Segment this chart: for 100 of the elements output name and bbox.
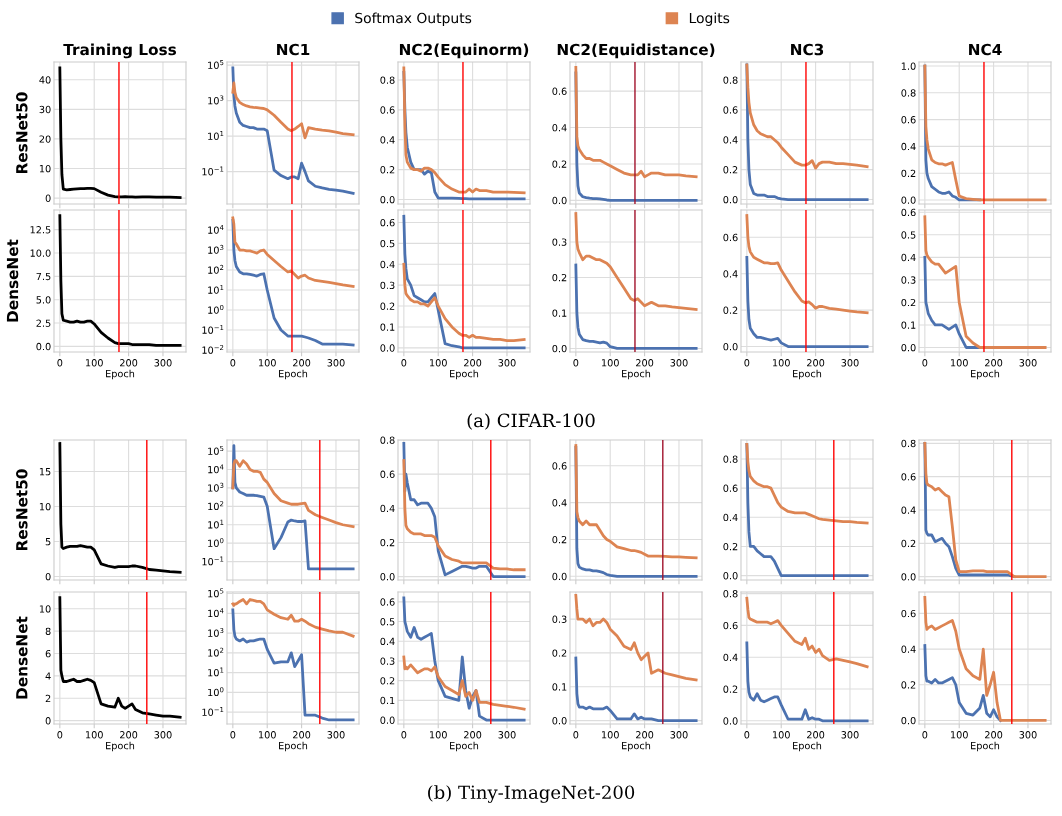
y-tick-label: 10 [39, 605, 51, 613]
x-axis-title: Epoch [971, 741, 1000, 752]
x-tick-label: 200 [807, 731, 825, 739]
x-tick-label: 0 [230, 359, 236, 367]
x-tick-label: 200 [636, 359, 654, 367]
legend-label: Softmax Outputs [355, 12, 472, 26]
y-tick-label: 5.0 [36, 296, 51, 304]
y-tick-label: 10$^{4}$ [208, 224, 224, 234]
y-tick-label: 10$^{−1}$ [202, 707, 224, 716]
y-tick-label: 0 [45, 717, 51, 725]
x-axis-title: Epoch [106, 741, 135, 752]
y-tick-label: 0.8 [380, 436, 395, 444]
y-tick-label: 2.5 [36, 319, 51, 327]
y-tick-label: 10$^{0}$ [208, 538, 224, 547]
y-tick-label: 0.0 [380, 344, 395, 352]
y-tick-label: 0.4 [380, 260, 395, 269]
x-tick-label: 200 [807, 359, 825, 367]
y-tick-label: 0.6 [901, 609, 916, 618]
x-axis-title: Epoch [622, 369, 651, 380]
y-tick-label: 0.4 [901, 645, 916, 653]
x-tick-label: 200 [293, 731, 311, 739]
y-tick-label: 0.0 [723, 572, 738, 580]
y-tick-label: 0.2 [380, 538, 395, 547]
y-tick-label: 0.6 [723, 233, 738, 242]
y-tick-label: 10$^{3}$ [208, 627, 224, 637]
y-tick-label: 10$^{3}$ [208, 244, 224, 254]
y-tick-label: 0.4 [901, 506, 916, 514]
x-tick-label: 0 [922, 731, 928, 739]
y-tick-label: 4 [45, 672, 51, 680]
x-tick-label: 300 [841, 731, 859, 739]
y-tick-label: 0.0 [901, 573, 916, 581]
y-tick-label: 0.2 [723, 542, 738, 551]
y-tick-label: 15 [39, 468, 51, 476]
x-tick-label: 100 [259, 731, 276, 739]
text: (a) CIFAR-100 [467, 413, 595, 430]
y-tick-label: 0.0 [552, 344, 567, 353]
y-tick-label: 0.6 [380, 106, 395, 114]
x-tick-label: 200 [120, 359, 138, 367]
y-tick-label: 0.0 [901, 343, 916, 352]
x-tick-label: 300 [1019, 359, 1037, 367]
y-tick-label: 10$^{5}$ [208, 446, 224, 455]
y-tick-label: 0.4 [723, 136, 738, 144]
y-tick-label: 10$^{4}$ [208, 608, 224, 618]
y-tick-label: 10$^{2}$ [208, 647, 224, 657]
y-tick-label: 0.4 [380, 504, 395, 513]
chart-title: NC4 [969, 43, 1002, 56]
y-tick-label: 0 [45, 572, 51, 581]
chart-title: NC3 [791, 43, 824, 56]
y-tick-label: 0.8 [723, 590, 738, 598]
y-tick-label: 0.0 [380, 716, 395, 724]
y-tick-label: 0.6 [723, 621, 738, 630]
y-tick-label: 10$^{1}$ [208, 284, 224, 294]
y-tick-label: 0.6 [901, 208, 916, 217]
y-tick-label: 0.3 [380, 657, 395, 665]
y-tick-label: 10$^{−2}$ [202, 344, 224, 354]
y-tick-label: 0.3 [901, 276, 916, 284]
y-tick-label: 0.6 [552, 87, 567, 95]
y-tick-label: 5 [45, 538, 51, 546]
y-tick-label: 0.0 [723, 343, 738, 351]
y-tick-label: 0.6 [723, 484, 738, 492]
y-tick-label: 10$^{−1}$ [202, 166, 224, 176]
y-tick-label: 7.5 [36, 272, 51, 281]
y-tick-label: 0.1 [380, 696, 395, 705]
y-tick-label: 0.1 [380, 323, 395, 331]
x-tick-label: 300 [498, 359, 516, 367]
y-tick-label: 40 [39, 76, 51, 84]
chart-title: NC2(Equinorm) [399, 43, 529, 59]
y-tick-label: 0.5 [901, 231, 916, 239]
legend-label: Logits [689, 12, 730, 26]
x-axis-title: Epoch [106, 369, 135, 380]
x-tick-label: 0 [744, 359, 750, 367]
y-tick-label: 2 [45, 694, 51, 702]
y-tick-label: 0.6 [723, 106, 738, 114]
x-tick-label: 100 [951, 731, 968, 739]
x-tick-label: 100 [430, 731, 447, 739]
y-tick-label: 0.5 [380, 239, 395, 248]
y-tick-label: 0 [45, 194, 51, 202]
x-axis-title: Epoch [279, 741, 308, 752]
y-tick-label: 0.0 [552, 196, 567, 205]
x-tick-label: 200 [464, 731, 482, 739]
y-tick-label: 0.4 [380, 136, 395, 144]
x-axis-title: Epoch [279, 369, 308, 380]
x-axis-title: Epoch [971, 369, 1000, 380]
y-tick-label: 0.2 [723, 166, 738, 174]
x-tick-label: 0 [744, 731, 750, 739]
y-tick-label: 10$^{5}$ [208, 588, 224, 598]
x-tick-label: 0 [922, 359, 928, 367]
x-tick-label: 200 [985, 359, 1003, 367]
y-tick-label: 0.0 [552, 717, 567, 725]
y-tick-label: 0.6 [380, 219, 395, 227]
y-tick-label: 10$^{2}$ [208, 501, 224, 511]
y-tick-label: 0.2 [552, 535, 567, 544]
chart-title: NC1 [277, 43, 310, 56]
x-tick-label: 300 [670, 731, 688, 739]
y-tick-label: 0.2 [901, 681, 916, 689]
x-axis-title: Epoch [450, 741, 479, 752]
y-tick-label: 0.8 [723, 76, 738, 84]
x-axis-title: Epoch [450, 369, 479, 380]
y-tick-label: 8 [45, 627, 51, 635]
y-tick-label: 0.4 [901, 142, 916, 151]
